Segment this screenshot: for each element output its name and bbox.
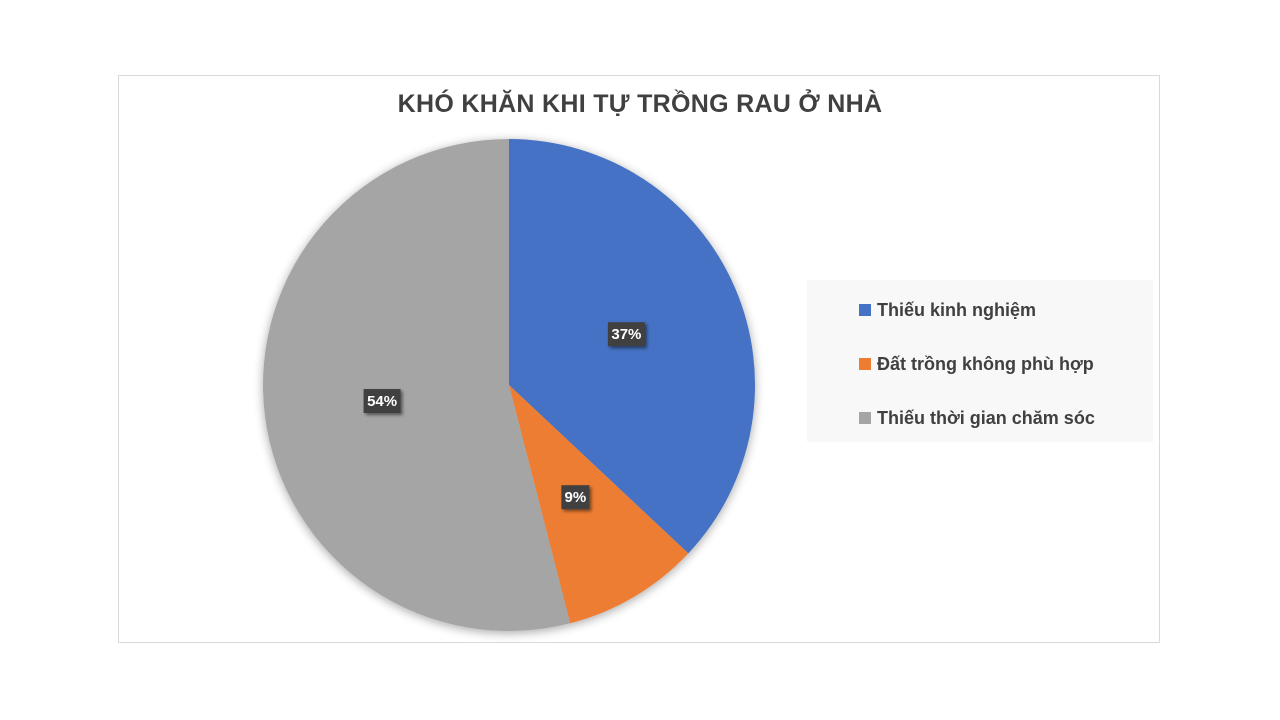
data-label: 9% bbox=[561, 485, 590, 510]
data-label-text: 37% bbox=[611, 326, 641, 343]
data-label: 54% bbox=[363, 389, 401, 414]
legend-label: Đất trồng không phù hợp bbox=[877, 353, 1094, 374]
pie-chart: 37% 9% 54% bbox=[262, 139, 755, 632]
slice-dat-trong bbox=[509, 385, 689, 624]
chart-title: KHÓ KHĂN KHI TỰ TRỒNG RAU Ở NHÀ bbox=[397, 90, 883, 118]
data-label: 37% bbox=[607, 322, 645, 347]
data-label-text: 54% bbox=[367, 393, 397, 410]
legend-label: Thiếu kinh nghiệm bbox=[877, 299, 1037, 320]
legend-swatch bbox=[859, 358, 871, 370]
chart-area: KHÓ KHĂN KHI TỰ TRỒNG RAU Ở NHÀ 37% 9% 54%… bbox=[118, 75, 1160, 643]
slice-thieu-kinh-nghiem bbox=[509, 139, 755, 554]
legend-label: Thiếu thời gian chăm sóc bbox=[877, 407, 1095, 428]
legend: Thiếu kinh nghiệm Đất trồng không phù hợ… bbox=[807, 280, 1153, 442]
legend-swatch bbox=[859, 304, 871, 316]
legend-item-thieu-kinh-nghiem: Thiếu kinh nghiệm bbox=[859, 299, 1036, 321]
slice-thieu-thoi-gian bbox=[262, 139, 571, 632]
data-label-text: 9% bbox=[565, 489, 587, 506]
legend-swatch bbox=[859, 412, 871, 424]
legend-item-dat-trong: Đất trồng không phù hợp bbox=[859, 353, 1094, 375]
legend-item-thieu-thoi-gian: Thiếu thời gian chăm sóc bbox=[859, 407, 1095, 429]
